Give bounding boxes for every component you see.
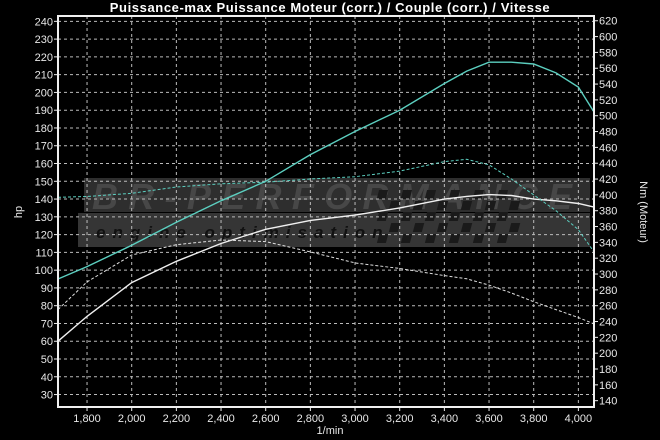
y-axis-label: hp (13, 206, 25, 218)
y2-tick-label: 520 (599, 95, 617, 107)
y2-tick-label: 160 (599, 380, 617, 392)
x-tick-label: 2,200 (163, 413, 191, 425)
flag-square (436, 201, 449, 210)
x-tick-label: 3,000 (341, 413, 369, 425)
y2-tick-label: 420 (599, 174, 617, 186)
x-tick-label: 2,000 (118, 413, 146, 425)
y-tick-label: 70 (41, 318, 53, 330)
flag-square (508, 201, 521, 210)
flag-square (496, 234, 509, 243)
x-tick-label: 2,400 (207, 413, 235, 425)
y2-tick-label: 280 (599, 285, 617, 297)
flag-square (424, 190, 437, 199)
y-tick-label: 100 (35, 265, 53, 277)
chart-title: Puissance-max Puissance Moteur (corr.) /… (109, 0, 551, 15)
y2-tick-label: 500 (599, 111, 617, 123)
flag-square (472, 190, 485, 199)
flag-square (376, 190, 389, 199)
y-tick-label: 170 (35, 141, 53, 153)
watermark-brand: BR-PERFORMANCE (92, 176, 573, 217)
y2-tick-label: 180 (599, 364, 617, 376)
flag-square (400, 190, 413, 199)
x-tick-label: 4,000 (565, 413, 593, 425)
y2-tick-label: 480 (599, 127, 617, 139)
flag-square (424, 234, 437, 243)
flag-square (412, 223, 425, 232)
y2-tick-label: 340 (599, 237, 617, 249)
y2-tick-label: 360 (599, 222, 617, 234)
y-tick-label: 40 (41, 372, 53, 384)
y2-tick-label: 400 (599, 190, 617, 202)
y-tick-label: 200 (35, 87, 53, 99)
x-tick-label: 1,800 (73, 413, 101, 425)
series-line-0 (57, 61, 595, 280)
flag-square (388, 223, 401, 232)
y2-tick-label: 220 (599, 332, 617, 344)
y-tick-label: 210 (35, 70, 53, 82)
y-tick-label: 160 (35, 159, 53, 171)
y2-tick-label: 300 (599, 269, 617, 281)
y-tick-label: 60 (41, 336, 53, 348)
y-tick-label: 220 (35, 52, 53, 64)
y-tick-label: 80 (41, 301, 53, 313)
flag-square (508, 223, 521, 232)
flag-square (484, 201, 497, 210)
y-tick-label: 110 (35, 247, 53, 259)
x-tick-label: 3,600 (475, 413, 503, 425)
x-tick-label: 3,200 (386, 413, 414, 425)
flag-square (460, 201, 473, 210)
plot-frame (57, 15, 595, 408)
flag-square (460, 223, 473, 232)
y-tick-label: 120 (35, 230, 53, 242)
flag-square (436, 223, 449, 232)
flag-square (400, 234, 413, 243)
flag-square (376, 234, 389, 243)
y2-tick-label: 440 (599, 158, 617, 170)
y2-tick-label: 260 (599, 301, 617, 313)
flag-square (448, 234, 461, 243)
y-tick-label: 30 (41, 390, 53, 402)
x-tick-label: 2,800 (297, 413, 325, 425)
x-tick-label: 2,600 (252, 413, 280, 425)
flag-square (472, 234, 485, 243)
x-tick-label: 3,400 (431, 413, 459, 425)
x-axis-label: 1/min (317, 425, 344, 437)
y2-tick-label: 140 (599, 396, 617, 408)
y2-tick-label: 240 (599, 317, 617, 329)
watermark-logo: BR-PERFORMANCE engine optimisation (78, 176, 590, 247)
watermark-tagline: engine optimisation (96, 223, 390, 242)
y-tick-label: 240 (35, 16, 53, 28)
y2-tick-label: 460 (599, 142, 617, 154)
y-tick-label: 150 (35, 176, 53, 188)
y2-tick-label: 380 (599, 206, 617, 218)
y-tick-label: 230 (35, 34, 53, 46)
y-tick-label: 180 (35, 123, 53, 135)
y-tick-label: 130 (35, 212, 53, 224)
y2-tick-label: 540 (599, 79, 617, 91)
flag-square (448, 190, 461, 199)
y2-tick-label: 200 (599, 348, 617, 360)
y2-tick-label: 560 (599, 63, 617, 75)
y2-tick-label: 620 (599, 16, 617, 28)
y-tick-label: 140 (35, 194, 53, 206)
y2-tick-label: 320 (599, 253, 617, 265)
y2-axis-label: Nm (Moteur) (637, 181, 649, 243)
flag-square (484, 223, 497, 232)
series-line-3 (57, 239, 595, 325)
y-tick-label: 90 (41, 283, 53, 295)
y2-tick-label: 600 (599, 32, 617, 44)
y-tick-label: 190 (35, 105, 53, 117)
checkered-flag-icon (376, 190, 521, 243)
x-tick-label: 3,800 (520, 413, 548, 425)
y-tick-label: 50 (41, 354, 53, 366)
series-line-2 (57, 158, 595, 253)
y2-tick-label: 580 (599, 47, 617, 59)
